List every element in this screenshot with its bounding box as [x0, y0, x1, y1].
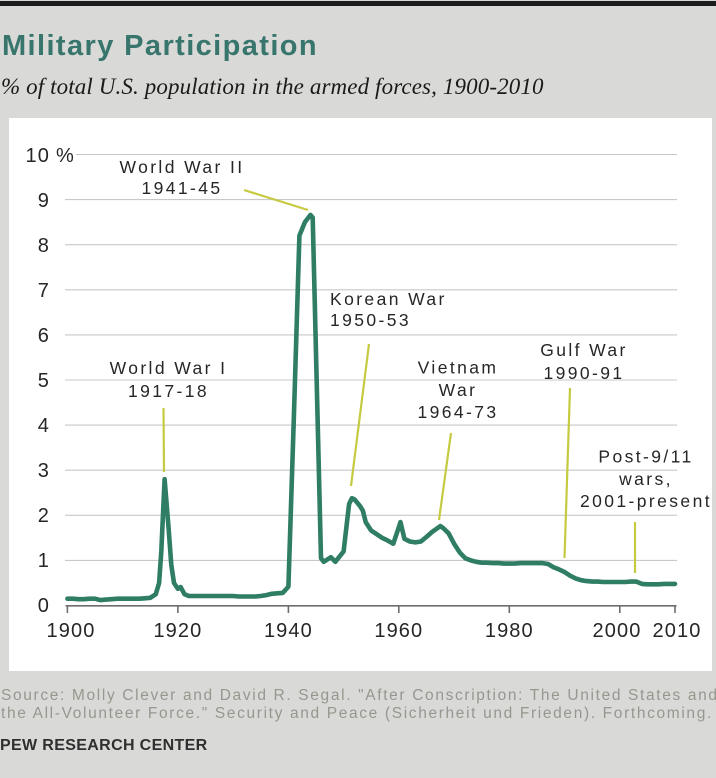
svg-text:1950-53: 1950-53 [330, 310, 411, 330]
svg-text:Korean War: Korean War [330, 289, 447, 309]
svg-text:1941-45: 1941-45 [141, 178, 222, 198]
svg-text:1964-73: 1964-73 [417, 402, 498, 422]
svg-text:War: War [439, 380, 478, 400]
svg-text:1900: 1900 [47, 620, 96, 642]
svg-text:7: 7 [38, 280, 50, 302]
svg-text:1940: 1940 [264, 620, 313, 642]
svg-text:1917-18: 1917-18 [128, 381, 209, 401]
svg-text:2010: 2010 [653, 620, 702, 642]
svg-text:9: 9 [38, 190, 50, 212]
svg-text:%: % [56, 145, 75, 167]
svg-text:World War I: World War I [110, 358, 228, 378]
svg-text:Vietnam: Vietnam [418, 358, 499, 378]
svg-text:1960: 1960 [374, 620, 423, 642]
svg-text:8: 8 [38, 235, 50, 257]
svg-text:2001-present: 2001-present [580, 491, 712, 511]
svg-text:1980: 1980 [485, 620, 534, 642]
svg-text:1: 1 [38, 550, 50, 572]
svg-text:10: 10 [26, 145, 50, 167]
svg-text:Gulf War: Gulf War [540, 340, 628, 360]
svg-text:1920: 1920 [153, 620, 202, 642]
svg-text:3: 3 [38, 460, 50, 482]
svg-text:wars,: wars, [618, 469, 673, 489]
svg-text:1990-91: 1990-91 [543, 363, 624, 383]
svg-text:6: 6 [38, 325, 50, 347]
svg-text:2000: 2000 [593, 620, 642, 642]
svg-text:4: 4 [38, 415, 50, 437]
svg-text:0: 0 [38, 595, 50, 617]
svg-text:World War II: World War II [119, 157, 244, 177]
svg-text:5: 5 [38, 370, 50, 392]
svg-text:Post-9/11: Post-9/11 [598, 447, 693, 467]
svg-text:2: 2 [38, 505, 50, 527]
